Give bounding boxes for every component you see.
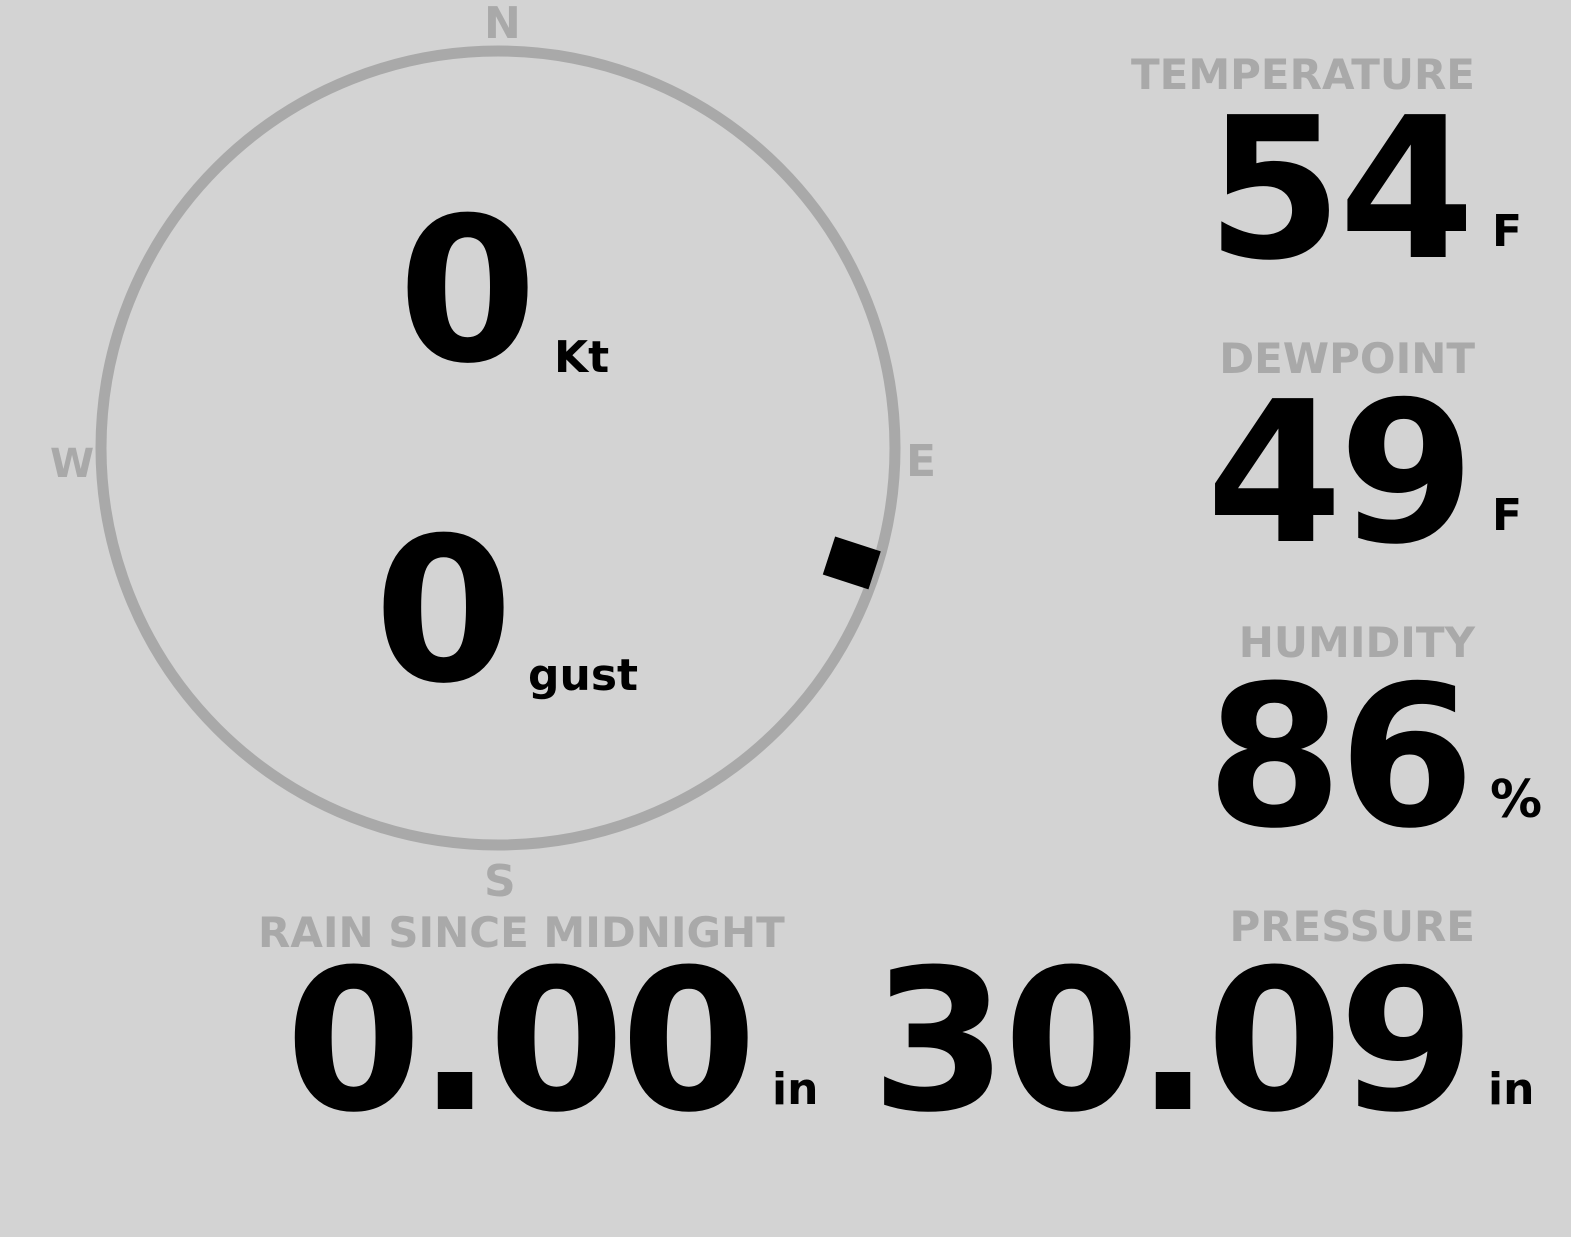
temperature-value: 54 — [1206, 76, 1475, 304]
dewpoint-value: 49 — [1206, 360, 1475, 588]
humidity-unit: % — [1490, 770, 1543, 830]
humidity-label: HUMIDITY — [1238, 618, 1475, 667]
pressure-unit: in — [1488, 1064, 1535, 1115]
humidity-value: 86 — [1206, 644, 1475, 872]
wind-compass — [95, 45, 901, 851]
temperature-label: TEMPERATURE — [1131, 50, 1475, 99]
wind-gust-unit: gust — [528, 650, 639, 701]
dewpoint-unit: F — [1492, 490, 1523, 541]
rain-value: 0.00 — [285, 928, 757, 1156]
compass-north-label: N — [484, 0, 521, 49]
compass-ring — [95, 45, 901, 851]
wind-direction-marker — [822, 536, 881, 590]
wind-gust-value: 0 — [374, 495, 513, 728]
temperature-unit: F — [1492, 206, 1523, 257]
rain-unit: in — [772, 1064, 819, 1115]
pressure-label: PRESSURE — [1229, 902, 1475, 951]
compass-west-label: W — [50, 441, 95, 487]
pressure-value: 30.09 — [871, 928, 1475, 1156]
wind-speed-unit: Kt — [554, 332, 610, 383]
dewpoint-label: DEWPOINT — [1219, 334, 1475, 383]
rain-label: RAIN SINCE MIDNIGHT — [258, 908, 785, 957]
compass-south-label: S — [484, 856, 516, 907]
wind-speed-value: 0 — [398, 175, 537, 408]
compass-east-label: E — [906, 436, 937, 487]
